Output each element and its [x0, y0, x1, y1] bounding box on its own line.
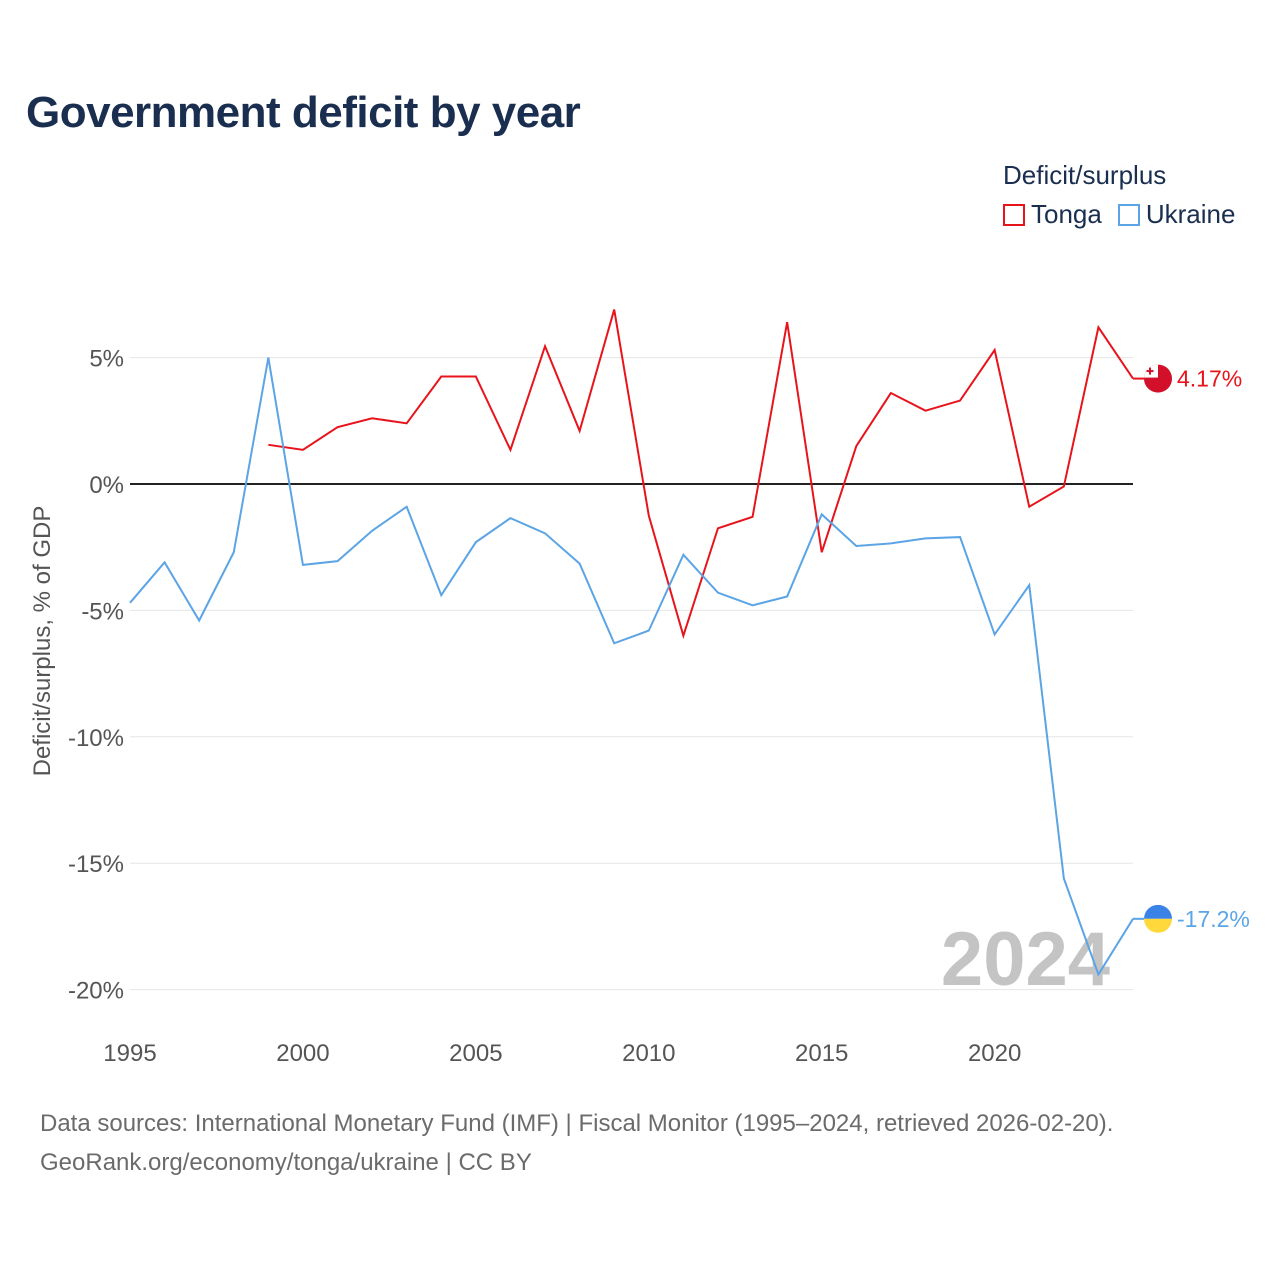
y-tick-label: 5%: [89, 346, 124, 373]
y-tick-label: -5%: [81, 598, 124, 625]
legend-swatch-tonga: [1003, 203, 1025, 226]
x-tick-label: 2015: [795, 1040, 848, 1067]
flag-cross-h: [1146, 370, 1154, 373]
x-tick-label: 2005: [449, 1040, 502, 1067]
x-tick-label: 2010: [622, 1040, 675, 1067]
series-line-tonga: [268, 309, 1134, 640]
legend-item-ukraine[interactable]: Ukraine: [1117, 199, 1236, 230]
x-tick-label: 2020: [968, 1040, 1021, 1067]
y-tick-label: -15%: [68, 851, 124, 878]
tonga-flag-icon: [1144, 364, 1172, 393]
y-axis-label: Deficit/surplus, % of GDP: [29, 506, 56, 777]
legend-title: Deficit/surplus: [1003, 160, 1167, 190]
series-line-ukraine: [129, 357, 1134, 977]
flag-bottom: [1144, 918, 1172, 933]
x-tick-label: 2000: [276, 1040, 329, 1067]
y-tick-label: -10%: [68, 725, 124, 752]
attribution-text: GeoRank.org/economy/tonga/ukraine | CC B…: [40, 1149, 532, 1176]
data-sources-text: Data sources: International Monetary Fun…: [40, 1110, 1114, 1137]
y-tick-label: 0%: [89, 472, 124, 499]
legend: Deficit/surplus Tonga Ukraine: [1003, 160, 1235, 230]
y-tick-label: -20%: [68, 978, 124, 1005]
end-value-label-ukraine: -17.2%: [1177, 906, 1250, 932]
legend-label-ukraine: Ukraine: [1145, 199, 1236, 229]
year-watermark: 2024: [941, 917, 1110, 1002]
legend-item-tonga[interactable]: Tonga: [1003, 199, 1102, 230]
x-tick-label: 1995: [103, 1040, 156, 1067]
chart-title: Government deficit by year: [26, 88, 581, 137]
flag-top: [1144, 904, 1172, 919]
end-value-label-tonga: 4.17%: [1177, 366, 1242, 392]
ukraine-flag-icon: [1144, 904, 1172, 933]
legend-label-tonga: Tonga: [1031, 199, 1102, 229]
legend-swatch-ukraine: [1117, 203, 1140, 226]
footer: Data sources: International Monetary Fun…: [40, 1104, 1113, 1182]
